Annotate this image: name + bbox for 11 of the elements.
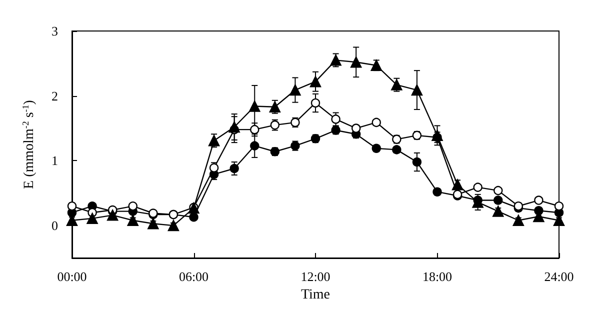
x-tick-label: 12:00 bbox=[300, 269, 330, 284]
y-tick-label: 0 bbox=[52, 218, 58, 234]
x-tick-label: 06:00 bbox=[178, 269, 209, 284]
x-tick-label: 24:00 bbox=[544, 269, 574, 284]
x-axis-title: Time bbox=[300, 288, 330, 302]
y-tick-label: 1 bbox=[52, 153, 58, 168]
y-tick-label: 2 bbox=[52, 88, 58, 104]
x-tick-label: 00:00 bbox=[57, 269, 87, 284]
y-tick-label: 3 bbox=[52, 24, 58, 38]
x-tick-label: 18:00 bbox=[422, 269, 452, 284]
y-axis-title: E (mmolm-2 s-1) bbox=[20, 100, 37, 189]
